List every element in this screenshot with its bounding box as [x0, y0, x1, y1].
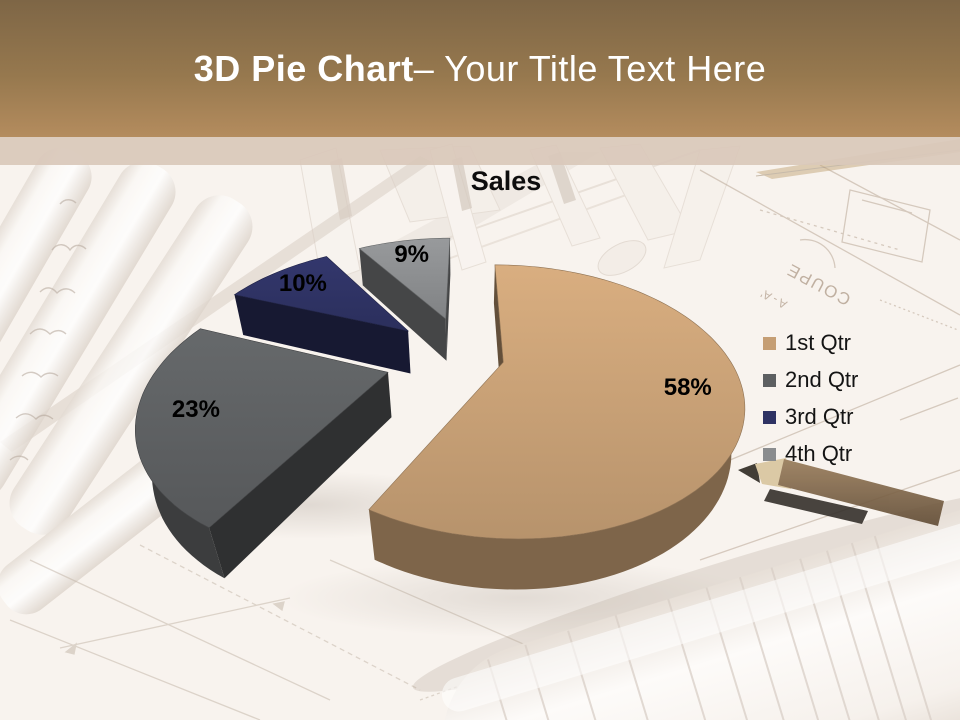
slice-label-1st-qtr: 58% — [663, 374, 712, 401]
legend-swatch — [763, 447, 776, 461]
legend-item-2nd-qtr[interactable]: 2nd Qtr — [763, 367, 859, 392]
slice-top-face[interactable] — [233, 256, 410, 332]
legend-item-1st-qtr[interactable]: 1st Qtr — [763, 330, 858, 355]
slice-side-wall — [234, 294, 411, 374]
legend-label: 2nd Qtr — [785, 367, 859, 392]
chart-legend: 1st Qtr 2nd Qtr 3rd Qtr 4th Qtr — [763, 330, 859, 479]
legend-label: 4th Qtr — [785, 441, 853, 466]
legend-swatch — [763, 373, 776, 387]
slice-label-3rd-qtr: 10% — [278, 269, 327, 297]
blueprint-linework-right — [699, 164, 960, 661]
legend-swatch — [763, 410, 776, 424]
pie-slice-2nd-qtr[interactable] — [134, 328, 392, 579]
slide-header: 3D Pie Chart– Your Title Text Here — [0, 0, 960, 137]
legend-label: 3rd Qtr — [785, 404, 854, 429]
pie-slice-3rd-qtr[interactable] — [233, 256, 411, 374]
slide-title-rest: – Your Title Text Here — [413, 47, 767, 89]
slice-label-4th-qtr: 9% — [394, 241, 429, 269]
legend-item-4th-qtr[interactable]: 4th Qtr — [763, 441, 858, 466]
legend-item-3rd-qtr[interactable]: 3rd Qtr — [763, 404, 858, 429]
slice-side-wall — [209, 372, 392, 579]
slice-top-face[interactable] — [368, 264, 746, 540]
pencil-right — [738, 458, 944, 526]
legend-swatch — [763, 336, 776, 350]
slide-title: 3D Pie Chart– Your Title Text Here — [194, 48, 767, 90]
slice-side-wall — [445, 238, 451, 361]
chart-title: Sales — [470, 166, 542, 196]
pie-slice-1st-qtr[interactable] — [368, 264, 746, 590]
slice-label-2nd-qtr: 23% — [171, 395, 220, 423]
slide-title-bold: 3D Pie Chart — [193, 47, 414, 89]
legend-label: 1st Qtr — [785, 330, 852, 355]
slice-top-face[interactable] — [134, 328, 389, 529]
slice-rim — [368, 357, 745, 590]
slice-top-face[interactable] — [358, 237, 451, 320]
knife-blade — [764, 489, 868, 524]
pie-slice-4th-qtr[interactable] — [358, 237, 451, 361]
handwriting-scribbles — [9, 199, 87, 461]
rolled-blueprint-bottom-right — [412, 484, 960, 720]
header-accent-band — [0, 137, 960, 165]
slice-side-wall — [359, 248, 447, 361]
